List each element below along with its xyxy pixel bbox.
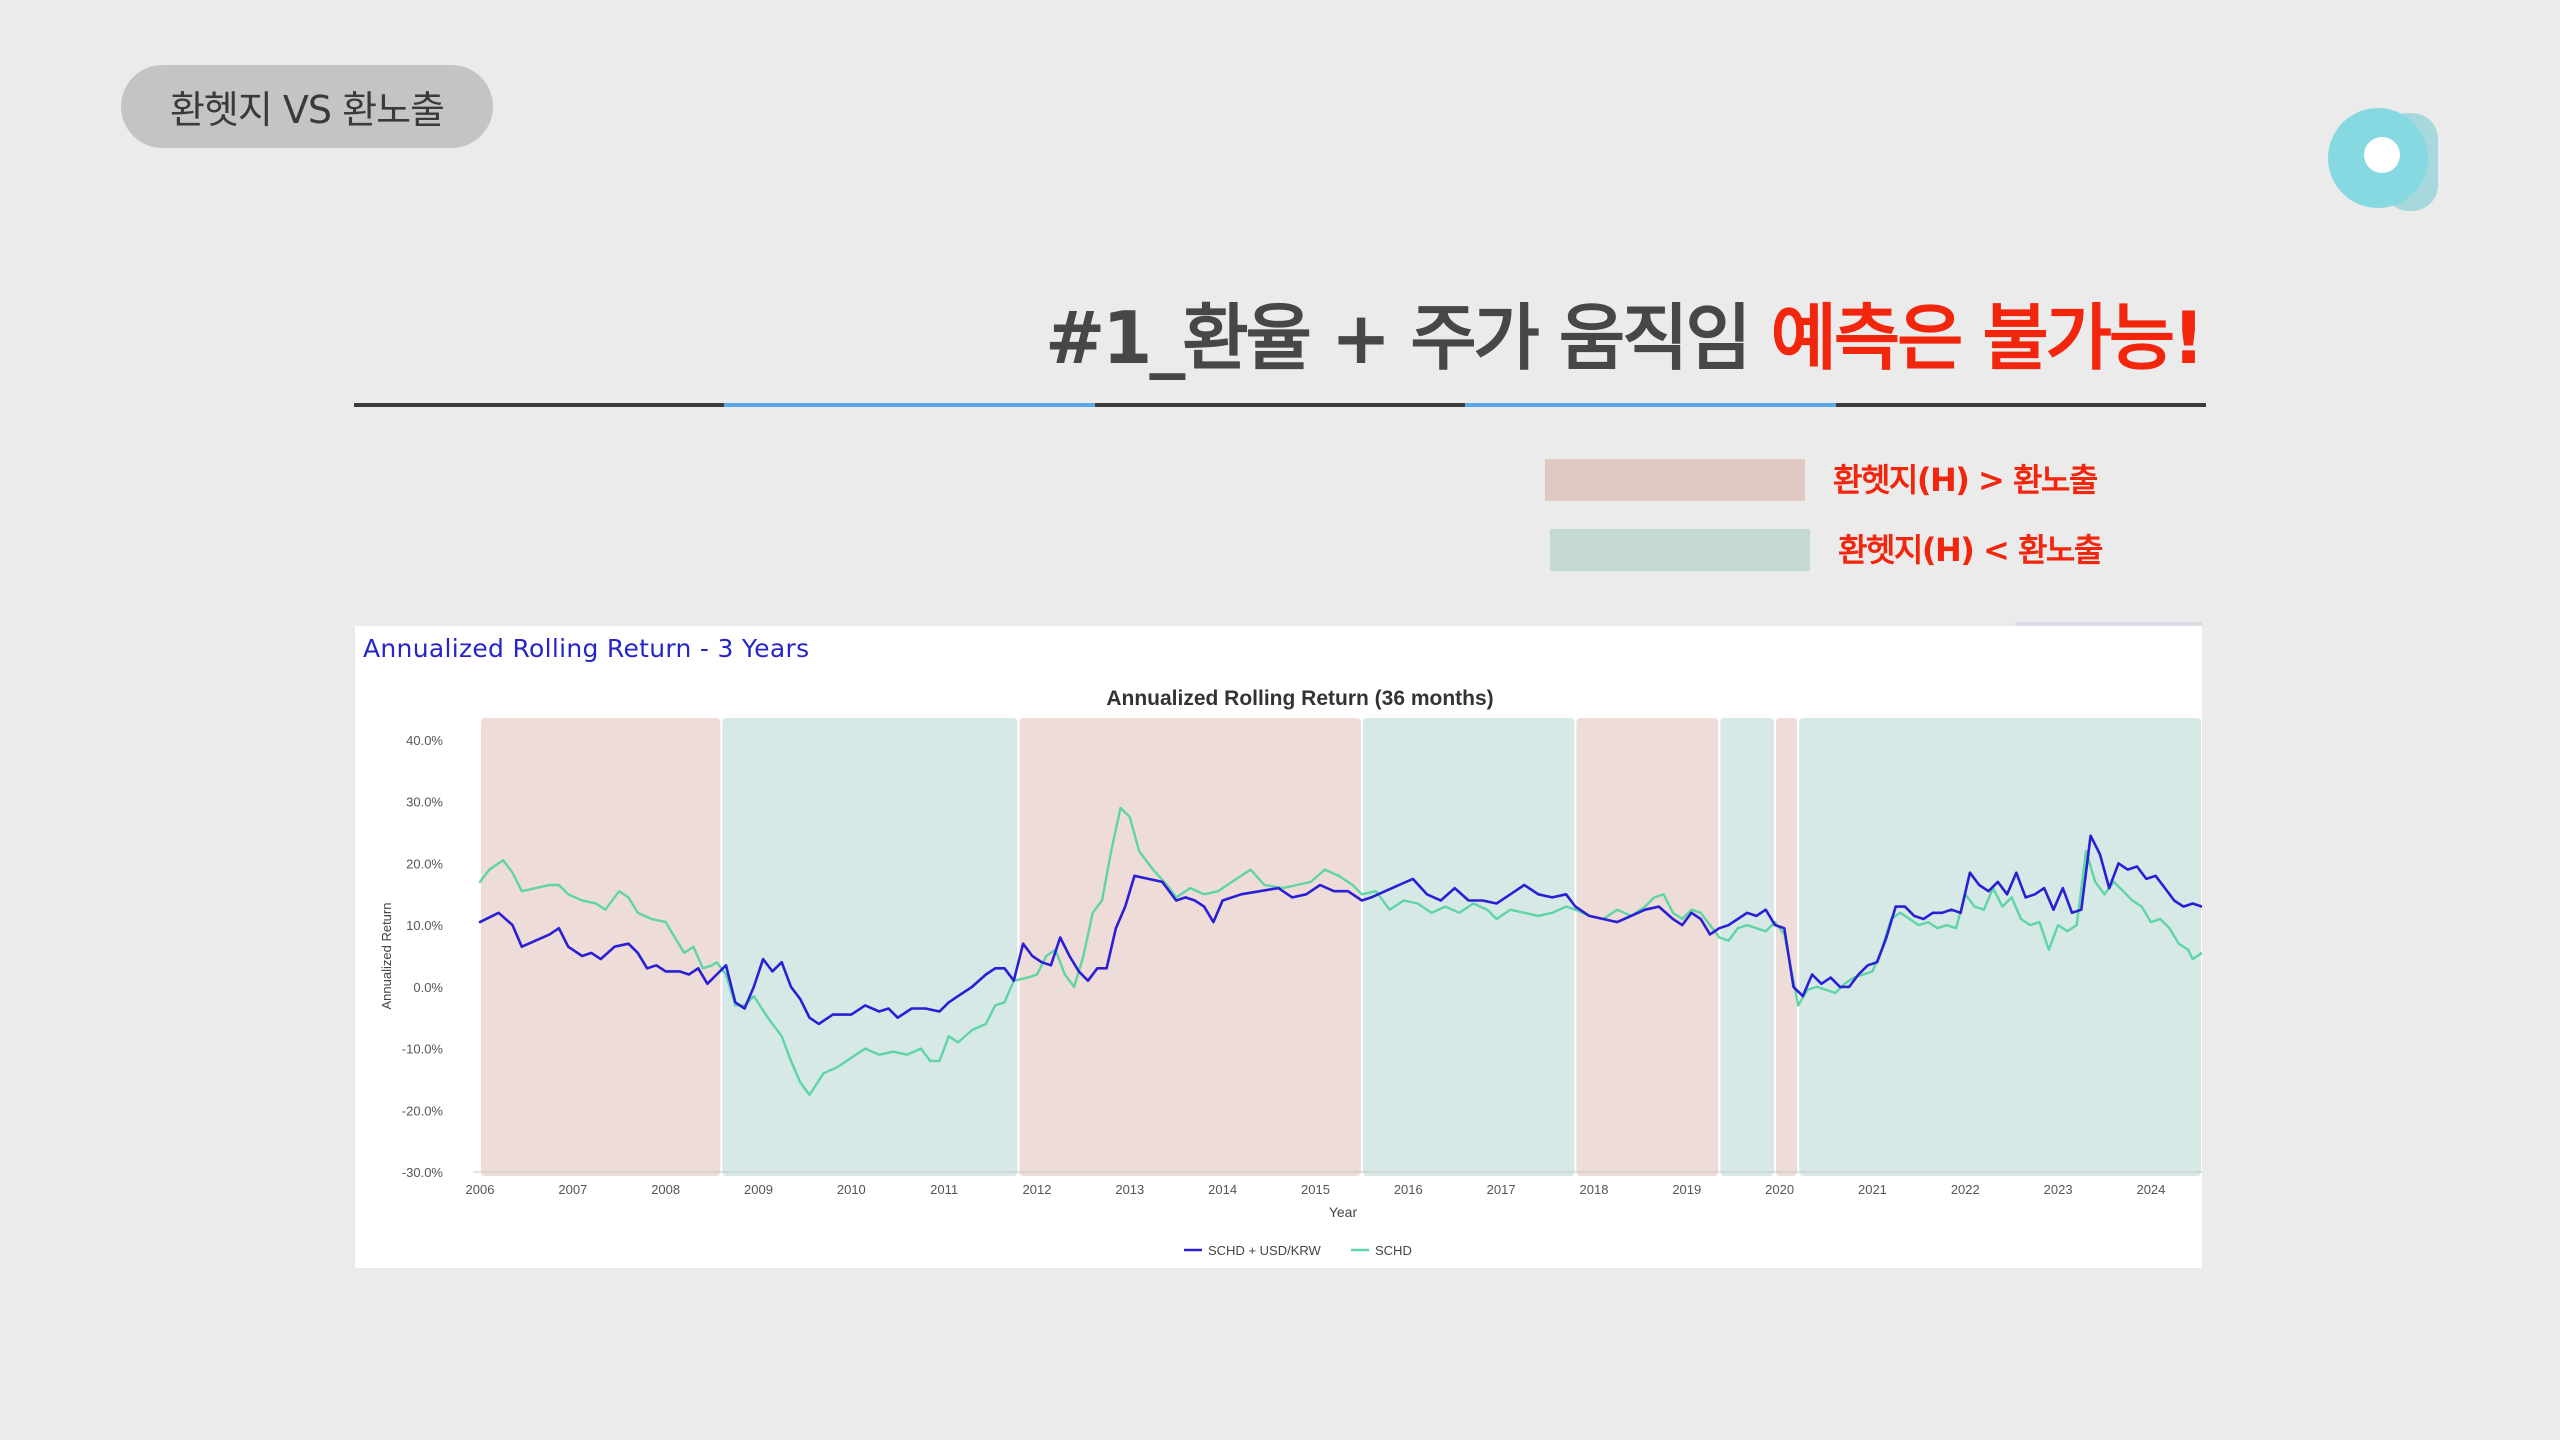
shaded-period-hedge_worse (1799, 718, 2201, 1176)
a-logo-icon (2328, 108, 2438, 211)
legend-item-schd-usdkrw-label: SCHD + USD/KRW (1208, 1243, 1322, 1258)
shaded-period-hedge_better (481, 718, 721, 1176)
y-tick-label: -10.0% (402, 1042, 444, 1057)
x-tick-label: 2017 (1487, 1182, 1516, 1197)
x-tick-label: 2015 (1301, 1182, 1330, 1197)
x-tick-label: 2009 (744, 1182, 773, 1197)
x-axis-label: Year (1329, 1204, 1358, 1220)
x-tick-label: 2008 (651, 1182, 680, 1197)
headline-divider (354, 403, 2207, 407)
card-accent (2015, 622, 2202, 626)
x-tick-label: 2011 (930, 1182, 958, 1197)
chart-card: Annualized Rolling Return - 3 Years -30.… (355, 622, 2202, 1268)
x-tick-label: 2022 (1951, 1182, 1980, 1197)
legend-label-hedge-better: 환헷지(H) > 환노출 (1833, 461, 2098, 499)
x-tick-label: 2010 (837, 1182, 866, 1197)
x-tick-label: 2021 (1858, 1182, 1887, 1197)
divider-segment (724, 403, 1095, 407)
legend-item-schd-label: SCHD (1375, 1243, 1412, 1258)
x-tick-label: 2023 (2044, 1182, 2073, 1197)
legend-swatch-hedge-better (1545, 459, 1805, 501)
rolling-return-chart: -30.0% -20.0% -10.0% 0.0% 10.0% 20.0% 30.0% 40.… (379, 687, 2202, 1258)
y-tick-label: 20.0% (406, 856, 443, 871)
x-tick-label: 2012 (1023, 1182, 1052, 1197)
x-tick-label: 2006 (466, 1182, 495, 1197)
headline-highlight: 예측은 불가능! (1770, 296, 2205, 380)
legend-label-hedge-worse: 환헷지(H) < 환노출 (1838, 531, 2103, 569)
y-tick-label: -30.0% (402, 1165, 444, 1180)
divider-segment (1835, 403, 2207, 407)
legend-swatch-hedge-worse (1550, 529, 1810, 571)
shaded-period-hedge_better (1019, 718, 1361, 1176)
x-tick-label: 2016 (1394, 1182, 1423, 1197)
y-tick-label: 40.0% (406, 733, 443, 748)
card-title: Annualized Rolling Return - 3 Years (363, 634, 810, 663)
x-tick-label: 2020 (1765, 1182, 1794, 1197)
y-axis-label: Annualized Return (379, 903, 394, 1010)
x-tick-label: 2024 (2136, 1182, 2165, 1197)
y-tick-label: 0.0% (413, 980, 443, 995)
x-tick-label: 2019 (1672, 1182, 1701, 1197)
divider-segment (1094, 403, 1466, 407)
divider-segment (1465, 403, 1836, 407)
x-tick-label: 2014 (1208, 1182, 1237, 1197)
shaded-period-hedge_worse (1720, 718, 1774, 1176)
shaded-period-hedge_worse (1362, 718, 1575, 1176)
series-line-schd-usdkrw (478, 834, 2202, 1026)
shaded-period-hedge_better (1576, 718, 1719, 1176)
chart-title: Annualized Rolling Return (36 months) (1106, 687, 1493, 710)
topic-tag: 환헷지 VS 환노출 (121, 65, 493, 148)
y-tick-label: 30.0% (406, 795, 443, 810)
headline-prefix: #1_환율 + 주가 움직임 (1044, 296, 1771, 380)
x-tick-label: 2018 (1580, 1182, 1609, 1197)
divider-segment (354, 403, 725, 407)
page-headline: #1_환율 + 주가 움직임 예측은 불가능! (1044, 296, 2205, 380)
x-tick-label: 2013 (1115, 1182, 1144, 1197)
x-tick-label: 2007 (558, 1182, 587, 1197)
y-tick-label: 10.0% (406, 918, 443, 933)
shaded-period-hedge_worse (722, 718, 1018, 1176)
y-tick-label: -20.0% (402, 1103, 444, 1118)
